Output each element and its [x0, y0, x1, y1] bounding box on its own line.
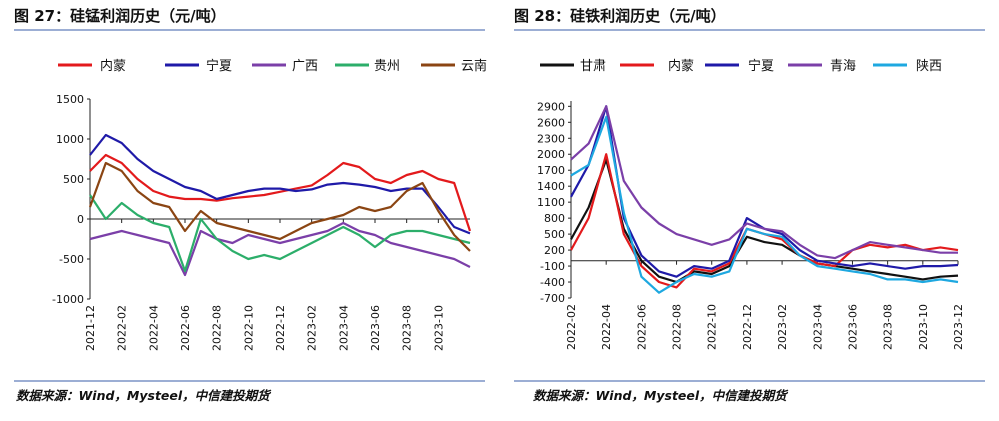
left-legend-label: 内蒙	[100, 58, 126, 74]
right-y-tick-label: 1400	[537, 180, 565, 193]
right-x-tick-label: 2022-08	[671, 304, 684, 350]
left-x-tick-label: 2023-08	[401, 305, 414, 351]
left-series-宁夏	[89, 133, 471, 235]
right-y-tick-label: 2900	[537, 100, 565, 113]
right-y-tick-label: 500	[544, 228, 565, 241]
right-legend-label: 陕西	[916, 59, 942, 74]
panel-right: 图 28：硅铁利润历史（元/吨） 数据来源：Wind，Mysteel，中信建投期…	[514, 7, 985, 403]
right-x-tick-label: 2022-06	[635, 304, 648, 350]
right-legend-label: 青海	[830, 59, 856, 74]
left-series-内蒙	[89, 153, 472, 232]
right-y-tick-label: -400	[540, 276, 565, 289]
left-x-tick-label: 2022-04	[147, 305, 160, 351]
right-x-tick-label: 2022-04	[600, 304, 613, 350]
right-y-tick-label: -100	[540, 260, 565, 273]
chart-right: -700 -400 -100 200 500 800 1100 1400 1700 2000 230…	[537, 58, 965, 350]
right-legend-label: 宁夏	[748, 58, 774, 74]
panel-right-source: 数据来源：Wind，Mysteel，中信建投期货	[533, 388, 789, 403]
right-y-tick-label: 1100	[537, 196, 565, 209]
left-x-tick-label: 2022-12	[274, 305, 287, 351]
left-y-tick-label: 500	[63, 173, 84, 186]
left-y-tick-label: -1000	[52, 293, 84, 306]
panel-left-title: 图 27：硅锰利润历史（元/吨）	[14, 7, 226, 25]
right-y-tick-label: 2300	[537, 132, 565, 145]
left-y-tick-label: 1500	[56, 93, 84, 106]
left-legend-label: 宁夏	[206, 58, 232, 74]
left-series-云南	[88, 161, 471, 252]
left-x-tick-label: 2023-10	[432, 305, 445, 351]
right-series-甘肃	[570, 158, 959, 284]
left-legend-label: 贵州	[374, 59, 400, 74]
right-series-青海	[570, 105, 958, 260]
right-x-tick-label: 2023-02	[776, 304, 789, 350]
right-x-tick-label: 2023-12	[952, 304, 965, 350]
panel-right-title: 图 28：硅铁利润历史（元/吨）	[514, 7, 726, 25]
panel-left-source: 数据来源：Wind，Mysteel，中信建投期货	[16, 388, 272, 403]
left-y-tick-label: -500	[59, 253, 84, 266]
right-y-tick-label: 200	[544, 244, 565, 257]
right-x-tick-label: 2023-06	[846, 304, 859, 350]
right-x-tick-label: 2022-02	[565, 304, 578, 350]
right-x-tick-label: 2023-04	[811, 304, 824, 350]
left-x-tick-label: 2023-04	[337, 305, 350, 351]
left-x-tick-label: 2022-08	[211, 305, 224, 351]
left-y-tick-label: 0	[77, 213, 84, 226]
right-series-陕西	[570, 115, 959, 294]
right-legend-label: 甘肃	[580, 59, 606, 74]
panel-left: 图 27：硅锰利润历史（元/吨） 数据来源：Wind，Mysteel，中信建投期…	[14, 7, 485, 403]
left-x-tick-label: 2022-10	[242, 305, 255, 351]
right-x-tick-label: 2023-10	[917, 304, 930, 350]
left-x-tick-label: 2023-02	[306, 305, 319, 351]
left-legend-label: 云南	[461, 58, 487, 74]
right-x-tick-label: 2022-10	[706, 304, 719, 350]
left-x-tick-label: 2021-12	[84, 305, 97, 351]
right-y-tick-label: -700	[540, 292, 565, 305]
left-series-贵州	[89, 194, 471, 273]
right-legend-label: 内蒙	[668, 58, 694, 74]
right-y-tick-label: 2000	[537, 148, 565, 161]
right-y-tick-label: 800	[544, 212, 565, 225]
right-series-宁夏	[570, 105, 959, 278]
left-x-tick-label: 2022-02	[116, 305, 129, 351]
left-series-广西	[89, 221, 471, 277]
left-x-tick-label: 2022-06	[179, 305, 192, 351]
right-x-tick-label: 2023-08	[882, 304, 895, 350]
left-y-tick-label: 1000	[56, 133, 84, 146]
chart-left: -1000 -500 0 500 1000 1500 2021-12 2022-02 2022-…	[52, 58, 487, 351]
left-x-tick-label: 2023-06	[369, 305, 382, 351]
left-legend-label: 广西	[292, 59, 318, 74]
right-x-tick-label: 2022-12	[741, 304, 754, 350]
right-y-tick-label: 2600	[537, 116, 565, 129]
right-y-tick-label: 1700	[537, 164, 565, 177]
